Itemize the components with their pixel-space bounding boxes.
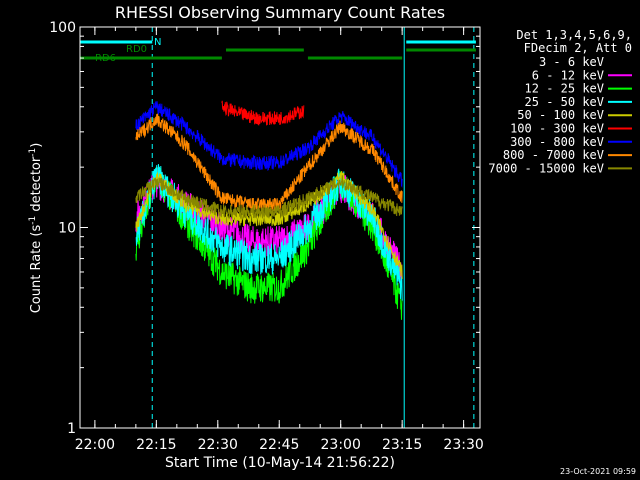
y-axis-label: Count Rate (s-1 detector-1) — [28, 143, 44, 314]
legend-entry-label: 100 - 300 keV — [510, 122, 604, 136]
legend-entry-label: 12 - 25 keV — [525, 82, 604, 96]
series-line — [221, 100, 305, 126]
x-tick-label: 23:15 — [382, 437, 422, 453]
legend-entry-label: 300 - 800 keV — [510, 135, 604, 149]
legend-header: Det 1,3,4,5,6,9, — [516, 28, 632, 42]
x-tick-label: 22:15 — [136, 437, 176, 453]
series-line — [135, 164, 403, 301]
y-tick-label: 10 — [58, 221, 76, 237]
x-axis: 22:00 22:15 22:30 22:45 23:00 23:15 23:30 — [75, 27, 484, 453]
legend-header: FDecim 2, Att 0 — [524, 41, 632, 55]
flag-label-rd6: RD6 — [95, 53, 116, 64]
flag-bars: N RD0 RD6 — [79, 27, 476, 428]
timestamp: 23-Oct-2021 09:59 — [560, 467, 636, 476]
x-tick-label: 22:30 — [198, 437, 238, 453]
series-line — [135, 101, 403, 188]
legend: Det 1,3,4,5,6,9,FDecim 2, Att 03 - 6 keV… — [488, 28, 632, 175]
flag-label-n: N — [154, 37, 161, 48]
legend-entry-label: 7000 - 15000 keV — [488, 161, 604, 175]
x-tick-label: 23:30 — [443, 437, 483, 453]
series-line — [135, 178, 403, 219]
flag-label-rd0: RD0 — [126, 44, 147, 55]
legend-entry-label: 800 - 7000 keV — [503, 148, 604, 162]
y-tick-label: 1 — [67, 421, 76, 437]
series-line — [135, 175, 403, 219]
chart-title: RHESSI Observing Summary Count Rates — [115, 3, 445, 22]
legend-entry-label: 50 - 100 keV — [517, 108, 604, 122]
series-line — [135, 113, 403, 212]
x-tick-label: 22:45 — [259, 437, 299, 453]
legend-entry-label: 6 - 12 keV — [532, 68, 604, 82]
x-tick-label: 23:00 — [321, 437, 361, 453]
legend-entry-label: 25 - 50 keV — [525, 95, 604, 109]
y-axis: 1 10 100 — [49, 20, 480, 437]
legend-entry-label: 3 - 6 keV — [539, 55, 604, 69]
y-tick-label: 100 — [49, 20, 76, 36]
x-tick-label: 22:00 — [75, 437, 115, 453]
x-axis-label: Start Time (10-May-14 21:56:22) — [165, 455, 395, 471]
series-layer — [135, 100, 403, 320]
